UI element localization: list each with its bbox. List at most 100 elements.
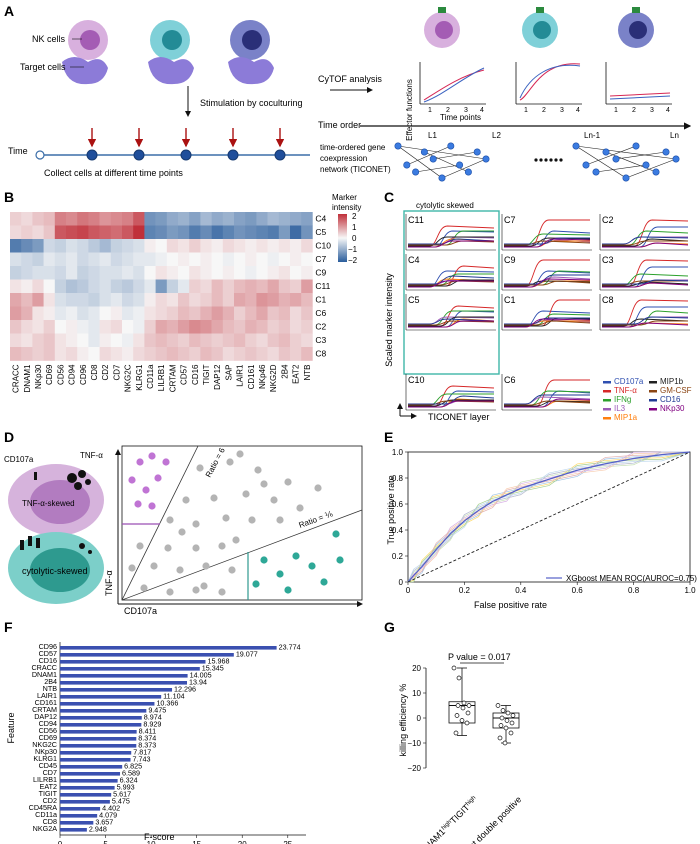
heatmap-cell: [178, 306, 190, 321]
network-ellipsis: [534, 158, 563, 162]
x-tick-label: 5: [103, 840, 108, 844]
legend-label: NKp30: [660, 404, 685, 413]
feature-label: NKG2A: [33, 824, 58, 833]
heatmap-cell: [189, 239, 201, 253]
cluster-label: C8: [602, 295, 614, 305]
network-node: [456, 161, 464, 169]
heatmap-row-label: C6: [315, 308, 326, 318]
cluster-label: C2: [602, 215, 614, 225]
x-tick-label: 1.0: [684, 586, 696, 595]
heatmap-cell: [54, 306, 67, 321]
heatmap-cell: [245, 252, 257, 267]
heatmap-cell: [155, 320, 168, 334]
marker-line: [602, 242, 689, 248]
cluster-line-plots: C11 C7 C2 C4 C9 C3 C5 C1 C8 C10 C6: [405, 214, 690, 411]
marker-line: [504, 278, 591, 288]
heatmap-cell: [144, 225, 156, 240]
fscore-bar: [60, 772, 121, 776]
legend-swatch: [649, 399, 657, 402]
heatmap-cell: [10, 347, 22, 361]
data-point: [460, 705, 466, 711]
heatmap-cell: [166, 239, 179, 253]
heatmap-cell: [99, 320, 112, 334]
heatmap-cell: [267, 239, 280, 253]
fscore-value: 8.974: [144, 712, 162, 721]
heatmap-cell: [21, 333, 33, 348]
network-node: [622, 174, 630, 182]
heatmap-cell: [189, 293, 201, 307]
neutral-point: [314, 484, 322, 492]
heatmap-cell: [54, 320, 67, 334]
heatmap-cell: [43, 293, 56, 307]
data-point: [497, 735, 503, 741]
scale-tick: −1: [348, 245, 358, 254]
fscore-value: 9.475: [148, 705, 166, 714]
target-cells-label: Target cells: [20, 62, 66, 72]
feature-label: NTB: [43, 684, 58, 693]
fscore-value: 23.774: [279, 642, 301, 651]
heatmap-cell: [10, 306, 22, 321]
tick: 1: [428, 107, 432, 114]
neutral-point: [164, 544, 172, 552]
heatmap-cell: [77, 212, 89, 226]
x-tick-label: 25: [283, 840, 292, 844]
heatmap-cell: [256, 320, 268, 334]
heatmap-cell: [200, 293, 212, 307]
heatmap-cell: [278, 212, 291, 226]
cytolytic-point: [260, 556, 268, 564]
feature-label: CD94: [39, 719, 57, 728]
heatmap-col-label: CD56: [56, 364, 65, 385]
data-point: [502, 740, 508, 746]
nk-cell-3: [228, 20, 274, 85]
heatmap-cell: [267, 306, 280, 321]
marker-line: [602, 238, 689, 247]
heatmap-cell: [267, 252, 280, 267]
data-point: [509, 720, 515, 726]
y-tick-label: 0.4: [392, 526, 404, 535]
heatmap-row-label: C2: [315, 322, 326, 332]
heatmap-cell: [32, 347, 44, 361]
heatmap-cell: [301, 212, 313, 226]
heatmap-col-label: KLRG1: [135, 364, 144, 391]
heatmap-col-label: NKp46: [258, 364, 267, 389]
fscore-bar: [60, 807, 101, 811]
neutral-point: [140, 584, 148, 592]
heatmap-cell: [245, 266, 257, 280]
x-tick-label: 20: [238, 840, 247, 844]
feature-label: CD11a: [35, 810, 57, 819]
cytof-label: CyTOF analysis: [318, 74, 382, 84]
tick: 1: [524, 107, 528, 114]
marker-line: [408, 400, 494, 408]
roc-frame: [407, 451, 691, 583]
y-tick-label: −10: [407, 739, 421, 748]
group-1-label: DNAM1highTIGIThigh: [418, 794, 480, 844]
data-point: [504, 718, 510, 723]
heatmap-cell: [222, 252, 235, 267]
heatmap-cell: [32, 252, 44, 267]
neutral-point: [254, 466, 262, 474]
heatmap-cell: [133, 212, 145, 226]
heatmap-cell: [43, 225, 56, 240]
network-edge: [595, 164, 647, 173]
marker-line: [504, 240, 591, 246]
panel-c-label: C: [384, 189, 394, 205]
heatmap-cell: [10, 225, 22, 240]
effector-plot-1: [419, 62, 486, 105]
heatmap-cell: [267, 279, 280, 294]
cluster-plot-c8: C8: [599, 294, 690, 331]
y-tick-label: −20: [407, 764, 421, 773]
network-node: [394, 142, 402, 150]
cluster-label: C11: [408, 215, 424, 225]
heatmap-cell: [278, 333, 291, 348]
effector-ylabel: Effector functions: [405, 79, 414, 141]
feature-label: CD45: [39, 761, 57, 770]
network-edge: [575, 145, 627, 179]
fscore-bar: [60, 674, 188, 678]
network-node: [429, 155, 437, 163]
heatmap-cell: [88, 252, 100, 267]
heatmap-cell: [222, 225, 235, 240]
cluster-plot-c4: C4: [405, 254, 496, 291]
fscore-bar: [60, 779, 118, 783]
heatmap-cell: [54, 252, 67, 267]
heatmap-cell: [43, 320, 56, 334]
